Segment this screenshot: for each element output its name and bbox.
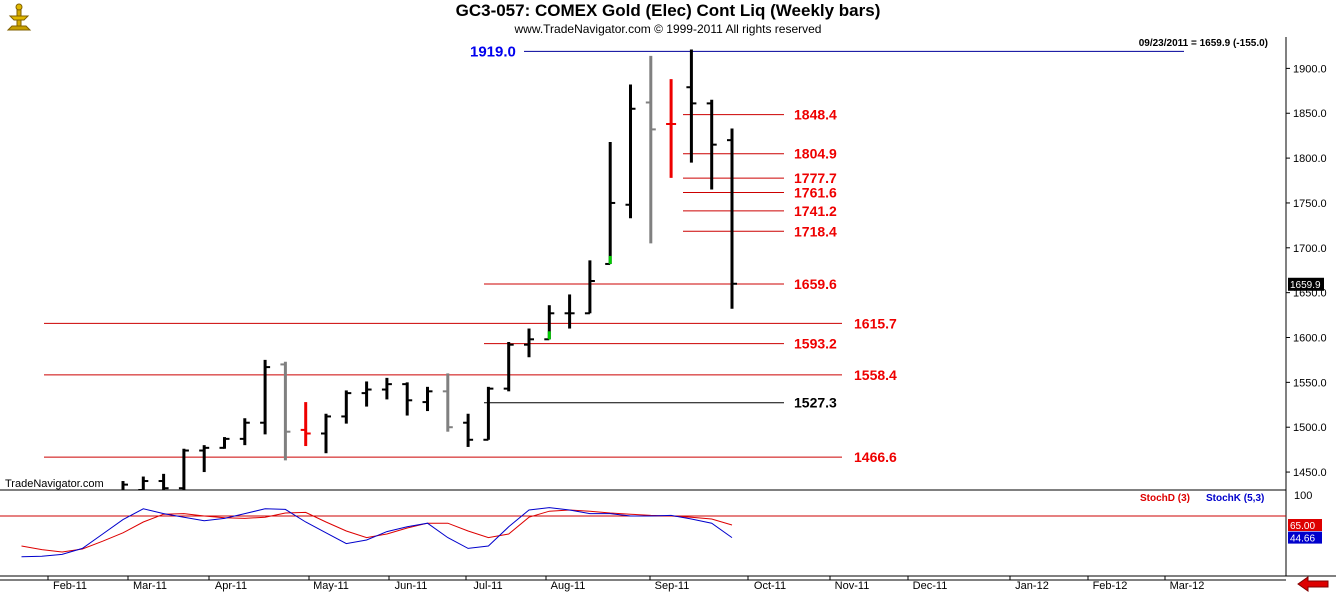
y-tick-label: 1800.0 bbox=[1293, 153, 1327, 165]
x-tick-label: Nov-11 bbox=[835, 580, 870, 592]
level-label: 1593.2 bbox=[794, 336, 837, 352]
ohlc-bar bbox=[98, 497, 108, 524]
ohlc-bar bbox=[341, 390, 352, 424]
ohlc-bar bbox=[77, 506, 87, 536]
stoch-tick-label: 100 bbox=[1294, 490, 1312, 502]
level-label: 1741.2 bbox=[794, 203, 837, 219]
ohlc-bar bbox=[381, 377, 392, 400]
level-label: 1804.9 bbox=[794, 146, 837, 162]
ohlc-bar bbox=[402, 382, 413, 416]
ohlc-bar bbox=[584, 260, 595, 315]
ohlc-bar bbox=[686, 49, 697, 163]
ohlc-bar bbox=[239, 418, 250, 446]
ohlc-bar bbox=[524, 328, 534, 358]
x-tick-label: Dec-11 bbox=[913, 580, 948, 592]
stoch-d-legend: StochD (3) bbox=[1140, 493, 1190, 504]
level-label: 1761.6 bbox=[794, 185, 837, 201]
stoch-k-value-label: 44.66 bbox=[1290, 534, 1315, 545]
ohlc-bar bbox=[280, 361, 291, 461]
x-tick-label: Mar-12 bbox=[1170, 580, 1205, 592]
y-tick-label: 1850.0 bbox=[1293, 108, 1327, 120]
stoch-k-legend: StochK (5,3) bbox=[1206, 493, 1264, 504]
ohlc-bar bbox=[564, 294, 575, 329]
x-tick-label: May-11 bbox=[313, 580, 349, 592]
ohlc-bar bbox=[483, 386, 494, 441]
level-label: 1659.6 bbox=[794, 276, 837, 292]
ohlc-bar bbox=[706, 99, 717, 190]
current-price-label: 1659.9 bbox=[1290, 280, 1321, 291]
x-tick-label: Apr-11 bbox=[215, 580, 247, 592]
ohlc-bar bbox=[321, 413, 331, 454]
level-label: 1466.6 bbox=[854, 449, 897, 465]
price-bars bbox=[17, 49, 737, 587]
y-tick-label: 1600.0 bbox=[1293, 333, 1327, 345]
ohlc-bar bbox=[544, 305, 555, 341]
x-tick-label: Oct-11 bbox=[754, 580, 786, 592]
x-tick-label: Sep-11 bbox=[655, 580, 690, 592]
ohlc-bar bbox=[37, 551, 47, 574]
x-tick-label: Aug-11 bbox=[551, 580, 586, 592]
ohlc-bar bbox=[463, 413, 474, 447]
ohlc-bar bbox=[219, 437, 230, 449]
chart-title: GC3-057: COMEX Gold (Elec) Cont Liq (Wee… bbox=[455, 1, 881, 20]
ohlc-bar bbox=[121, 481, 128, 490]
level-label: 1718.4 bbox=[794, 223, 837, 239]
y-tick-label: 1500.0 bbox=[1293, 422, 1327, 434]
x-tick-label: Jul-11 bbox=[473, 580, 502, 592]
ohlc-bar bbox=[158, 473, 169, 490]
ohlc-bar bbox=[300, 402, 311, 447]
stoch-d-value-label: 65.00 bbox=[1290, 521, 1315, 532]
x-tick-label: Jun-11 bbox=[395, 580, 428, 592]
level-label: 1615.7 bbox=[854, 315, 897, 331]
stochastic-panel: 100 StochD (3) StochK (5,3) 65.00 44.66 bbox=[0, 490, 1322, 581]
last-price-readout: 09/23/2011 = 1659.9 (-155.0) bbox=[1139, 38, 1268, 49]
trade-navigator-logo-icon bbox=[4, 2, 34, 34]
x-tick-label: Feb-11 bbox=[53, 580, 87, 592]
level-label: 1777.7 bbox=[794, 170, 837, 186]
level-label: 1919.0 bbox=[470, 43, 516, 60]
ohlc-bar bbox=[178, 448, 189, 490]
level-label: 1558.4 bbox=[854, 367, 897, 383]
level-label: 1527.3 bbox=[794, 395, 837, 411]
ohlc-bar bbox=[138, 476, 149, 490]
stoch-k-value-tag bbox=[1288, 531, 1322, 544]
y-tick-label: 1900.0 bbox=[1293, 63, 1327, 75]
current-price-tag bbox=[1288, 277, 1324, 291]
stoch-k-line bbox=[21, 507, 733, 558]
ohlc-bar bbox=[260, 359, 271, 435]
y-tick-label: 1450.0 bbox=[1293, 467, 1327, 479]
y-tick-label: 1550.0 bbox=[1293, 377, 1327, 389]
ohlc-bar bbox=[727, 128, 737, 309]
ohlc-bar bbox=[666, 79, 677, 178]
ohlc-bar bbox=[503, 341, 514, 392]
ohlc-bar bbox=[645, 55, 656, 244]
stoch-d-value-tag bbox=[1288, 519, 1322, 531]
x-tick-label: Mar-11 bbox=[133, 580, 167, 592]
x-tick-label: Jan-12 bbox=[1015, 580, 1049, 592]
x-tick-label: Feb-12 bbox=[1093, 580, 1128, 592]
ohlc-bar bbox=[605, 141, 616, 265]
ohlc-bar bbox=[361, 381, 372, 407]
date-axis: Feb-11 Mar-11 Apr-11 May-11 Jun-11 Jul-11 Aug-… bbox=[47, 576, 1205, 592]
y-tick-label: 1750.0 bbox=[1293, 198, 1327, 210]
scroll-left-arrow-icon[interactable] bbox=[1297, 576, 1329, 592]
ohlc-bar bbox=[422, 386, 433, 412]
price-axis: 1450.01500.01550.01600.01650.01700.01750… bbox=[1286, 63, 1327, 479]
ohlc-bar bbox=[17, 560, 27, 587]
ohlc-bar bbox=[625, 84, 636, 219]
level-label: 1848.4 bbox=[794, 107, 837, 123]
watermark-text: TradeNavigator.com bbox=[5, 478, 104, 490]
copyright-text: www.TradeNavigator.com © 1999-2011 All r… bbox=[514, 22, 822, 36]
ohlc-bar bbox=[442, 373, 453, 432]
y-tick-label: 1700.0 bbox=[1293, 243, 1327, 255]
ohlc-bar bbox=[199, 445, 210, 473]
